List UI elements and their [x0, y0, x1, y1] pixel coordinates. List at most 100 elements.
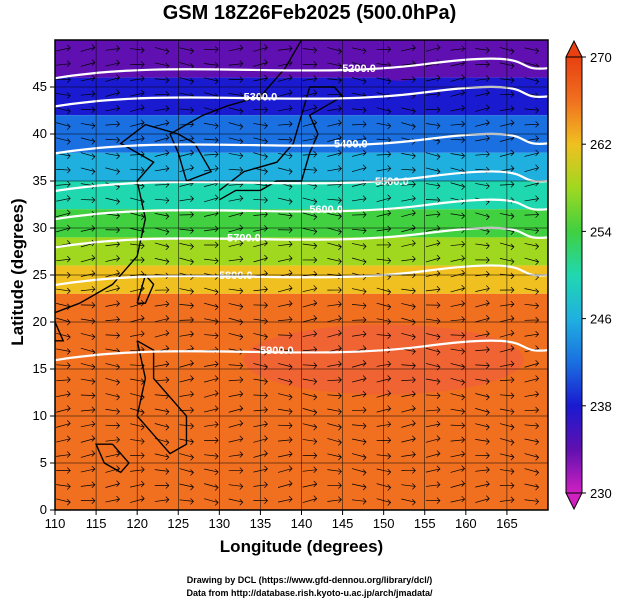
contour-line	[55, 264, 548, 287]
wind-arrow	[351, 468, 367, 476]
wind-arrow	[450, 136, 466, 144]
wind-arrow	[401, 287, 416, 295]
wind-arrow	[351, 135, 367, 142]
wind-arrow	[154, 468, 170, 475]
wind-arrow	[179, 483, 194, 491]
wind-arrow	[425, 44, 441, 52]
wind-arrow	[105, 393, 121, 401]
wind-arrow	[351, 77, 367, 85]
wind-arrow	[56, 107, 71, 115]
wind-arrow	[105, 167, 121, 175]
wind-arrow	[204, 360, 219, 368]
wind-arrow	[105, 104, 121, 112]
wind-arrow	[302, 227, 318, 235]
wind-arrow	[105, 240, 121, 248]
wind-arrow	[80, 152, 96, 160]
wind-arrow	[80, 392, 96, 399]
wind-arrow	[277, 300, 293, 307]
wind-arrow	[351, 164, 367, 173]
wind-arrow	[228, 44, 244, 52]
wind-arrow	[475, 135, 490, 142]
wind-arrow	[179, 227, 194, 234]
wind-arrow	[302, 119, 318, 127]
wind-arrow	[228, 240, 244, 247]
wind-arrow	[154, 392, 170, 400]
wind-arrow	[302, 299, 318, 308]
contour-line	[55, 198, 548, 221]
wind-arrow	[56, 332, 71, 341]
wind-arrow	[204, 241, 219, 249]
wind-arrow	[277, 393, 293, 401]
wind-arrow	[351, 498, 367, 505]
wind-arrow	[450, 393, 466, 401]
wind-arrow	[450, 480, 466, 488]
contour-label: 5700.0	[227, 232, 261, 244]
wind-arrow	[475, 466, 490, 473]
wind-arrow	[56, 166, 71, 174]
wind-arrow	[425, 406, 441, 414]
x-axis-ticks: 110 115 120 125 130 135 140 145 150 155 160 165	[45, 510, 518, 531]
wind-arrow	[475, 150, 490, 158]
wind-arrow	[302, 330, 318, 338]
wind-arrow	[351, 195, 367, 202]
wind-arrow	[475, 452, 490, 459]
wind-arrow	[204, 122, 219, 130]
x-tick-label: 140	[291, 516, 313, 531]
wind-arrow	[228, 255, 244, 263]
wind-arrow	[302, 166, 318, 174]
wind-arrow	[425, 196, 441, 204]
wind-arrow	[204, 46, 219, 53]
colorbar-label: 262	[590, 137, 612, 152]
x-tick-label: 155	[414, 516, 436, 531]
wind-arrow	[475, 285, 490, 292]
wind-arrow	[154, 76, 170, 84]
wind-arrow	[425, 420, 441, 428]
wind-arrow	[228, 405, 244, 413]
wind-arrow	[179, 302, 194, 310]
wind-arrow	[179, 406, 194, 414]
wind-arrow	[228, 362, 244, 369]
credit-drawing: Drawing by DCL (https://www.gfd-dennou.o…	[186, 575, 433, 585]
wind-arrow	[80, 122, 96, 130]
wind-arrow	[302, 480, 318, 488]
wind-arrow	[80, 378, 96, 385]
wind-arrow	[524, 468, 540, 476]
wind-arrow	[450, 300, 466, 307]
coastline	[218, 86, 344, 201]
wind-arrow	[327, 91, 342, 98]
colorbar-label: 238	[590, 399, 612, 414]
y-axis-label: Latitude (degrees)	[8, 198, 27, 346]
wind-arrow	[302, 47, 318, 54]
contour-label: 5900.0	[260, 345, 294, 357]
wind-arrow	[524, 453, 540, 461]
wind-arrow	[351, 375, 367, 383]
wind-arrow	[425, 106, 441, 114]
wind-arrow	[425, 450, 441, 458]
y-tick-label: 10	[33, 408, 47, 423]
wind-arrow	[524, 164, 540, 173]
wind-arrow	[154, 482, 170, 489]
wind-arrow	[302, 242, 318, 250]
wind-arrow	[475, 346, 490, 353]
wind-arrow	[56, 287, 71, 295]
wind-arrow	[327, 482, 342, 489]
wind-arrow	[302, 75, 318, 82]
wind-arrow	[278, 436, 293, 443]
wind-arrow	[204, 332, 219, 339]
wind-arrow	[105, 436, 121, 443]
wind-arrow	[327, 165, 342, 172]
wind-arrow	[154, 134, 170, 142]
wind-arrow	[56, 467, 71, 474]
wind-arrow	[154, 119, 170, 127]
wind-arrow	[277, 167, 293, 175]
wind-arrow	[327, 392, 342, 400]
wind-arrow	[475, 480, 490, 488]
wind-arrow	[475, 408, 490, 416]
wind-arrow	[204, 136, 219, 144]
wind-arrow	[425, 122, 441, 129]
wind-arrow	[277, 495, 293, 503]
wind-arrow	[56, 44, 71, 52]
wind-arrow	[228, 76, 244, 83]
wind-arrow	[524, 422, 540, 430]
